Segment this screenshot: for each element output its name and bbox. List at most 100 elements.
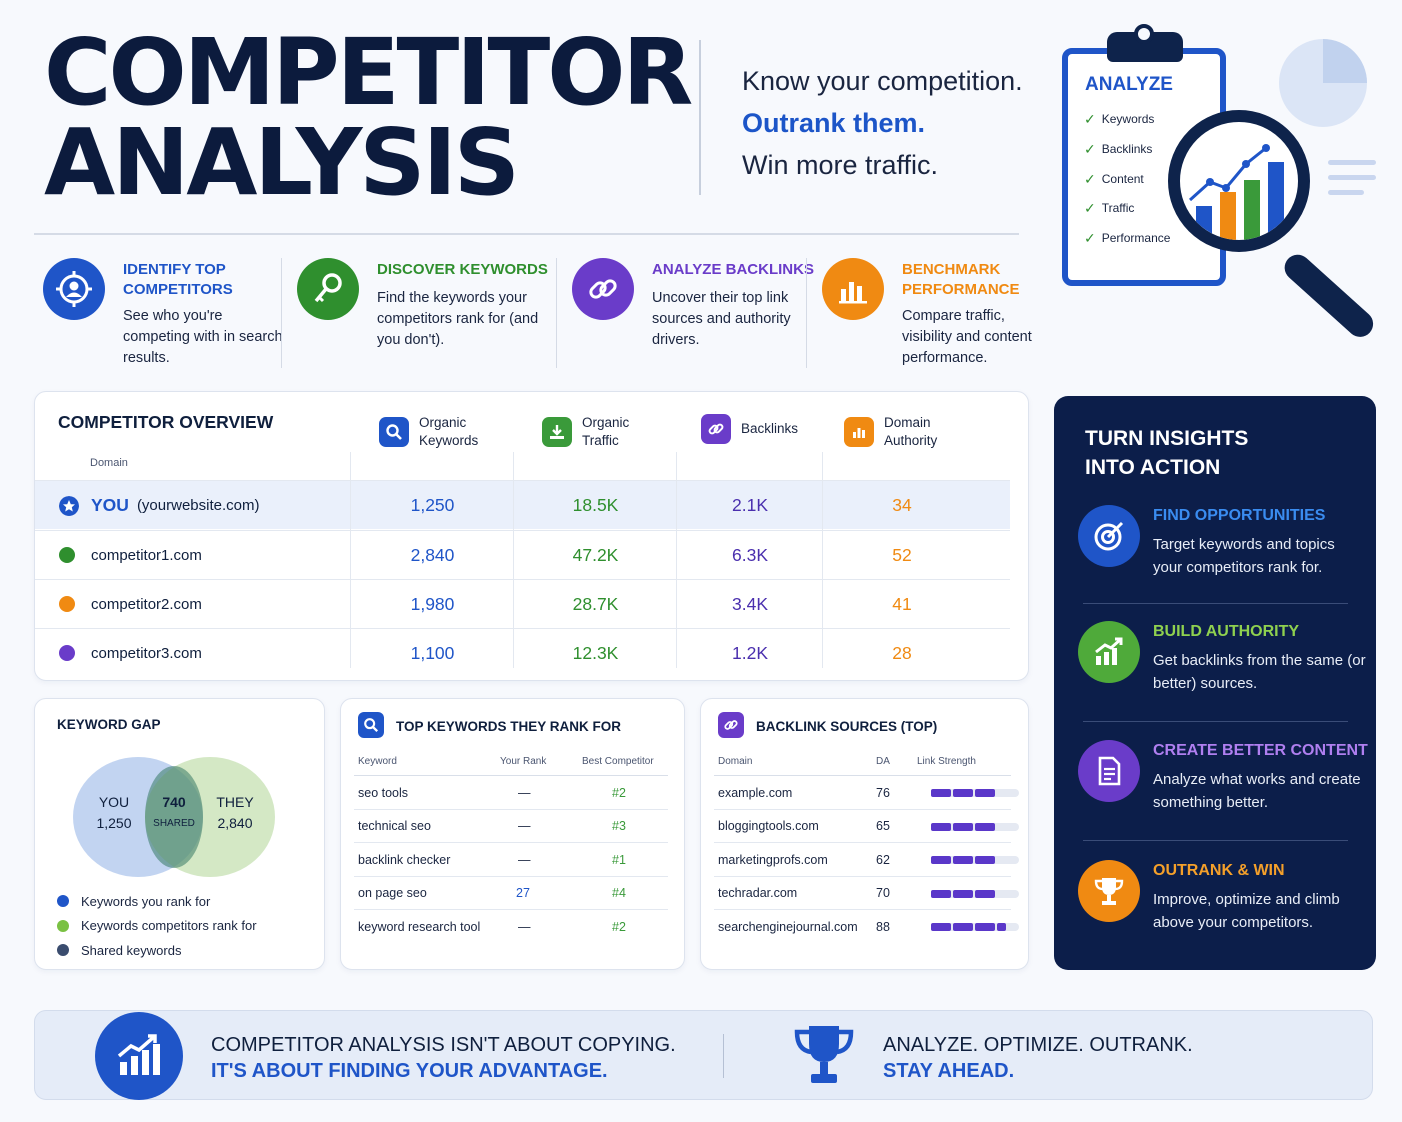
search-icon xyxy=(379,417,409,447)
row-domain: competitor2.com xyxy=(91,595,202,613)
organic-keywords-value: 2,840 xyxy=(410,544,455,565)
title-line-1: COMPETITOR xyxy=(44,19,693,126)
backlinks-value: 3.4K xyxy=(732,593,768,614)
footer-right-message: ANALYZE. OPTIMIZE. OUTRANK. STAY AHEAD. xyxy=(883,1034,1193,1082)
feature-title: BENCHMARK PERFORMANCE xyxy=(902,261,1020,298)
strength-segment xyxy=(975,889,995,898)
table-row[interactable]: competitor1.com 2,840 47.2K 6.3K 52 xyxy=(35,530,1010,579)
insight-title: OUTRANK & WIN xyxy=(1153,862,1285,879)
row-domain: YOU (yourwebsite.com) xyxy=(91,494,260,515)
feature-description: See who you're competing with in search … xyxy=(123,308,283,366)
venn-shared-region xyxy=(145,766,203,868)
strength-segment xyxy=(931,856,951,864)
row-domain: competitor1.com xyxy=(91,546,202,564)
search-icon xyxy=(358,712,384,738)
check-icon: ✓ xyxy=(1084,111,1096,127)
organic-traffic-value: 28.7K xyxy=(572,593,619,614)
feature-title: ANALYZE BACKLINKS xyxy=(652,261,814,278)
header-divider xyxy=(699,40,701,195)
table-row[interactable]: bloggingtools.com 65 xyxy=(714,810,1019,843)
link-strength-bar xyxy=(931,889,1019,898)
table-row[interactable]: seo tools — #2 xyxy=(354,776,668,810)
strength-segment xyxy=(953,889,973,898)
download-icon xyxy=(542,417,572,447)
table-row[interactable]: competitor2.com 1,980 28.7K 3.4K 41 xyxy=(35,579,1010,628)
feature-identify-competitors: IDENTIFY TOP COMPETITORS See who you're … xyxy=(43,258,283,378)
table-row[interactable]: example.com 76 xyxy=(714,776,1019,810)
feature-discover-keywords: DISCOVER KEYWORDS Find the keywords your… xyxy=(297,258,552,378)
check-icon: ✓ xyxy=(1084,200,1096,217)
checklist-item: ✓ Content xyxy=(1084,170,1144,187)
link-strength-bar xyxy=(931,822,1019,831)
backlinks-value: 6.3K xyxy=(732,544,768,565)
your-rank-header: Your Rank xyxy=(500,756,547,767)
link-strength-bar xyxy=(931,856,1019,864)
insight-find-opportunities: FIND OPPORTUNITIES Target keywords and t… xyxy=(1078,505,1368,585)
page-title: COMPETITOR ANALYSIS xyxy=(44,19,694,209)
strength-segment xyxy=(997,923,1006,931)
footer-left-message: COMPETITOR ANALYSIS ISN'T ABOUT COPYING.… xyxy=(211,1034,676,1082)
top-keywords-card xyxy=(340,698,685,970)
magnifying-glass-icon xyxy=(1168,110,1310,252)
strength-segment xyxy=(953,856,973,864)
checklist-item: ✓ Traffic xyxy=(1084,200,1135,217)
table-row[interactable]: keyword research tool — #2 xyxy=(358,919,626,934)
organic-keywords-value: 1,250 xyxy=(410,494,455,515)
star-icon xyxy=(59,496,79,516)
insights-title: TURN INSIGHTS INTO ACTION xyxy=(1085,427,1249,479)
trophy-icon xyxy=(1078,860,1140,922)
insight-outrank-win: OUTRANK & WIN Improve, optimize and clim… xyxy=(1078,860,1368,940)
feature-divider xyxy=(806,258,807,368)
tagline: Know your competition. Outrank them. Win… xyxy=(742,60,1023,186)
table-row[interactable]: marketingprofs.com 62 xyxy=(714,843,1019,877)
row-domain: competitor3.com xyxy=(91,644,202,662)
table-row[interactable]: technical seo — #3 xyxy=(354,810,668,843)
table-row[interactable]: competitor3.com 1,100 12.3K 1.2K 28 xyxy=(35,628,1010,677)
document-icon xyxy=(1078,740,1140,802)
table-row[interactable]: YOU (yourwebsite.com) 1,250 18.5K 2.1K 34 xyxy=(35,480,1010,529)
domain-authority-value: 34 xyxy=(892,494,912,515)
table-row[interactable]: backlink checker — #1 xyxy=(354,843,668,877)
strength-segment xyxy=(953,923,973,931)
growth-chart-icon xyxy=(95,1012,183,1100)
competitor-dot xyxy=(59,596,75,612)
target-user-icon xyxy=(43,258,105,320)
insight-title: BUILD AUTHORITY xyxy=(1153,623,1300,640)
target-icon xyxy=(1078,505,1140,567)
table-row[interactable]: on page seo 27 #4 xyxy=(354,877,668,910)
check-icon: ✓ xyxy=(1084,170,1096,187)
table-row[interactable]: searchenginejournal.com 88 xyxy=(714,910,1019,944)
checklist-item: ✓ Performance xyxy=(1084,230,1171,247)
domain-authority-value: 41 xyxy=(892,593,912,614)
backlinks-table: example.com 76 bloggingtools.com 65 mark… xyxy=(714,775,1019,944)
column-header-organic-traffic: Organic Traffic xyxy=(542,414,642,450)
insight-divider xyxy=(1083,603,1348,604)
competitor-dot xyxy=(59,645,75,661)
legend-dot xyxy=(57,895,69,908)
link-icon xyxy=(701,414,731,444)
venn-they-label: THEY 2,840 xyxy=(216,794,254,831)
strength-segment xyxy=(975,789,995,797)
check-icon: ✓ xyxy=(1084,140,1096,157)
clipboard-title: ANALYZE xyxy=(1085,74,1173,95)
column-header-domain-authority: Domain Authority xyxy=(844,414,948,450)
competitor-dot xyxy=(59,547,75,563)
strength-segment xyxy=(931,923,951,931)
organic-traffic-value: 47.2K xyxy=(572,544,619,565)
table-row[interactable]: techradar.com 70 xyxy=(714,877,1019,910)
legend-dot xyxy=(57,944,69,957)
column-header-organic-keywords: Organic Keywords xyxy=(379,414,489,450)
feature-divider xyxy=(281,258,282,368)
organic-traffic-value: 18.5K xyxy=(572,494,619,515)
insight-build-authority: BUILD AUTHORITY Get backlinks from the s… xyxy=(1078,621,1368,701)
domain-header: Domain xyxy=(718,756,753,767)
link-strength-bar xyxy=(931,789,1019,797)
keywords-table: seo tools — #2 technical seo — #3 backli… xyxy=(354,775,668,944)
backlinks-value: 2.1K xyxy=(732,494,768,515)
header-rule xyxy=(34,233,1019,235)
top-keywords-title: TOP KEYWORDS THEY RANK FOR xyxy=(396,719,622,734)
feature-divider xyxy=(556,258,557,368)
strength-segment xyxy=(975,856,995,864)
strength-segment xyxy=(975,822,995,831)
clipboard-clip-hole xyxy=(1134,24,1154,44)
